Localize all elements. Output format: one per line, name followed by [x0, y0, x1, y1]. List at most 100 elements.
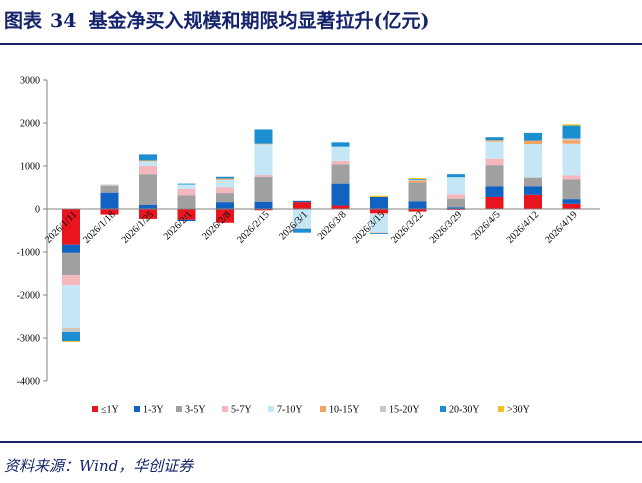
- bar-segment: [408, 178, 427, 179]
- bar-segment: [293, 227, 311, 229]
- legend-label: 5-7Y: [231, 405, 252, 416]
- top-rule: [0, 43, 642, 45]
- bar-segment: [370, 195, 388, 197]
- bar-segment: [100, 184, 119, 186]
- bar-segment: [254, 143, 273, 145]
- bar-segment: [62, 341, 80, 342]
- legend-swatch: [320, 406, 326, 412]
- legend-label: 3-5Y: [185, 405, 206, 416]
- bar-segment: [216, 193, 234, 203]
- bar-segment: [408, 179, 427, 181]
- bar-segment: [524, 177, 542, 187]
- bar-segment: [139, 174, 157, 205]
- bar-segment: [254, 176, 273, 202]
- bar-segment: [524, 194, 542, 209]
- bar-segment: [216, 202, 234, 209]
- legend-swatch: [176, 406, 182, 412]
- bar-segment: [62, 244, 80, 253]
- bar-segment: [562, 124, 581, 126]
- bar-segment: [485, 141, 504, 159]
- y-tick-label: 3000: [20, 76, 40, 87]
- bar-segment: [139, 154, 157, 161]
- source-note: 资料来源：Wind，华创证券: [4, 457, 194, 475]
- bar-segment: [408, 209, 427, 212]
- bar-segment: [562, 125, 581, 139]
- figure-label: 图表: [4, 10, 43, 32]
- bar-segment: [216, 209, 234, 223]
- x-tick-label: 2026/4/12: [505, 209, 541, 245]
- bar-segment: [562, 143, 581, 176]
- legend-label: 1-3Y: [143, 405, 164, 416]
- bar-segment: [139, 204, 157, 209]
- bar-segment: [254, 175, 273, 177]
- x-tick-label: 2026/3/29: [428, 209, 464, 245]
- legend-swatch: [440, 406, 446, 412]
- bar-segment: [139, 161, 157, 166]
- legend-swatch: [92, 406, 98, 412]
- bar-segment: [254, 201, 273, 209]
- bar-segment: [370, 233, 388, 234]
- bar-segment: [216, 187, 234, 194]
- bar-segment: [408, 182, 427, 202]
- bar-segment: [139, 166, 157, 175]
- bar-segment: [562, 140, 581, 144]
- bar-segment: [408, 201, 427, 209]
- bar-segment: [293, 209, 311, 228]
- legend-label: >30Y: [507, 405, 530, 416]
- x-tick-label: 2026/3/22: [389, 209, 425, 245]
- bar-segment: [370, 213, 388, 215]
- bar-segment: [447, 177, 465, 195]
- bar-segment: [331, 183, 350, 206]
- bar-segment: [562, 179, 581, 200]
- legend-label: 20-30Y: [449, 405, 480, 416]
- legend-label: 15-20Y: [389, 405, 420, 416]
- y-tick-label: 0: [35, 205, 40, 216]
- bar-segment: [408, 178, 427, 180]
- bar-segment: [293, 202, 311, 209]
- legend-swatch: [268, 406, 274, 412]
- figure-number: 34: [50, 10, 77, 32]
- bar-segment: [62, 331, 80, 342]
- bar-segment: [177, 188, 196, 196]
- bar-segment: [524, 186, 542, 195]
- x-tick-label: 2026/1/18: [81, 209, 117, 245]
- legend-label: ≤1Y: [101, 405, 119, 416]
- bar-segment: [293, 228, 311, 233]
- y-tick-label: -1000: [17, 248, 40, 259]
- bar-segment: [139, 209, 157, 219]
- x-tick-label: 2026/2/15: [235, 209, 271, 245]
- bar-segment: [485, 186, 504, 197]
- figure-title-text: 基金净买入规模和期限均显著拉升(亿元): [88, 10, 430, 32]
- figure-title: 图表 34 基金净买入规模和期限均显著拉升(亿元): [4, 6, 429, 33]
- bar-segment: [331, 205, 350, 209]
- bar-segment: [293, 200, 311, 203]
- bar-segment: [447, 198, 465, 208]
- y-tick-label: 1000: [20, 162, 40, 173]
- bar-segment: [177, 195, 196, 209]
- bar-segment: [370, 196, 388, 209]
- bar-segment: [447, 194, 465, 199]
- legend-swatch: [134, 406, 140, 412]
- bar-segment: [408, 180, 427, 183]
- bar-segment: [485, 137, 504, 141]
- bar-segment: [62, 275, 80, 286]
- bar-segment: [139, 160, 157, 162]
- bar-segment: [216, 179, 234, 188]
- bar-segment: [62, 285, 80, 329]
- stacked-bar-chart: 3000 2000 1000 0 -1000 -2000 -3000 -4000 2026/1/…: [17, 76, 600, 416]
- bar-segment: [177, 184, 196, 189]
- bar-segment: [524, 144, 542, 178]
- bar-segment: [485, 196, 504, 209]
- bar-segment: [331, 160, 350, 165]
- y-tick-label: -4000: [17, 377, 40, 388]
- x-tick-label: 2026/1/25: [120, 209, 156, 245]
- bar-segment: [485, 140, 504, 142]
- bar-segment: [331, 142, 350, 147]
- legend-swatch: [222, 406, 228, 412]
- bar-segment: [370, 214, 388, 233]
- bar-segment: [254, 209, 273, 211]
- bar-segment: [562, 138, 581, 141]
- bar-segment: [562, 203, 581, 209]
- bar-segment: [331, 146, 350, 161]
- bar-segment: [216, 176, 234, 179]
